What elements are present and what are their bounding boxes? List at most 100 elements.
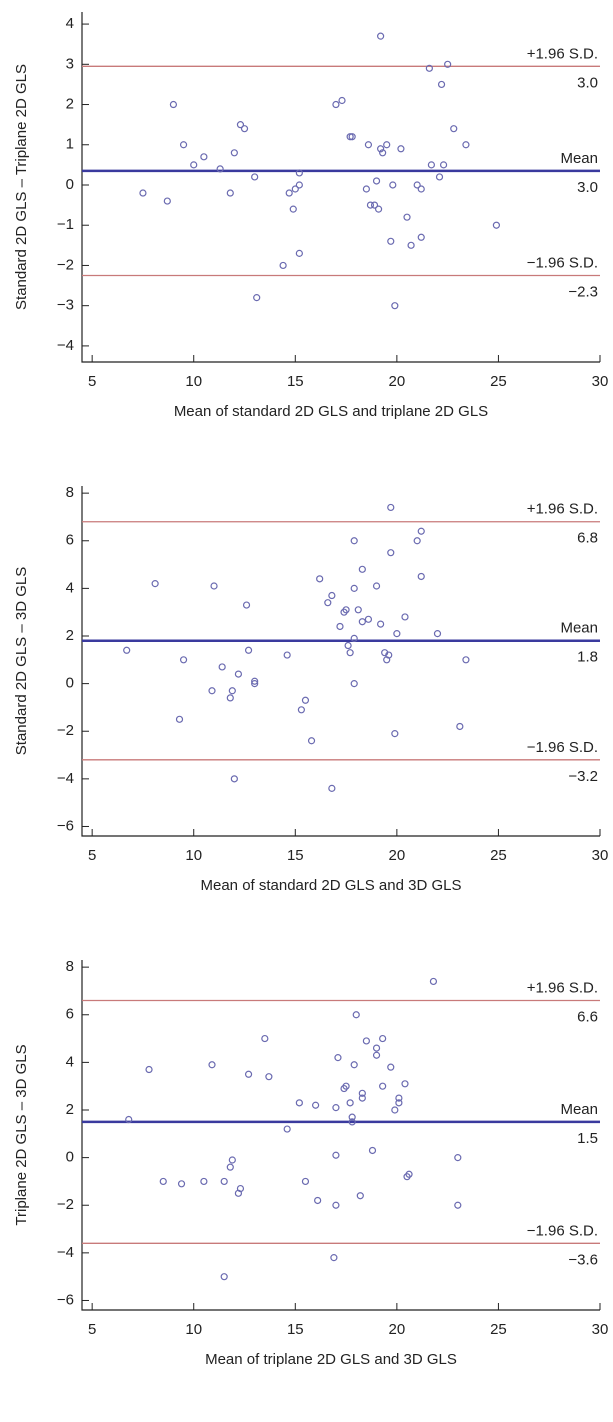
point: [385, 651, 393, 659]
x-tick-label: 20: [389, 847, 406, 864]
point: [379, 1082, 387, 1090]
y-tick-label: 0: [66, 176, 74, 193]
y-tick-label: 4: [66, 579, 74, 596]
point: [379, 149, 387, 157]
point: [283, 1125, 291, 1133]
y-tick-label: −2: [57, 256, 74, 273]
point: [377, 32, 385, 40]
point: [379, 1034, 387, 1043]
point: [163, 197, 171, 205]
point: [383, 141, 391, 149]
x-tick-label: 10: [185, 847, 202, 864]
point: [377, 145, 385, 153]
point: [230, 775, 238, 783]
point: [391, 1106, 399, 1114]
reference-line-value: −3.2: [568, 768, 598, 785]
point: [413, 537, 421, 545]
axis-frame: [81, 12, 600, 363]
point: [265, 1073, 273, 1081]
x-tick-label: 5: [88, 847, 96, 864]
y-tick-label: 4: [66, 15, 74, 32]
point: [427, 161, 435, 169]
x-tick-label: 15: [287, 373, 304, 390]
point: [289, 205, 297, 213]
point: [435, 173, 444, 181]
point: [417, 527, 425, 535]
point: [389, 181, 397, 189]
y-tick-label: 6: [66, 532, 74, 549]
point: [200, 153, 208, 161]
point: [374, 205, 383, 213]
point: [372, 1051, 381, 1059]
x-tick-label: 5: [88, 1321, 96, 1338]
reference-line-value: −3.6: [568, 1251, 598, 1268]
point: [312, 1101, 320, 1109]
point: [391, 302, 399, 310]
point: [175, 715, 184, 723]
point: [251, 680, 259, 688]
point: [437, 80, 446, 89]
point: [324, 599, 332, 607]
point: [220, 1177, 228, 1186]
point: [251, 677, 259, 685]
point: [368, 1146, 377, 1155]
y-tick-label: 8: [66, 484, 74, 501]
point: [332, 1201, 340, 1209]
point: [401, 1080, 409, 1088]
point: [413, 181, 421, 189]
point: [348, 133, 356, 141]
point: [387, 503, 395, 512]
point: [346, 1099, 354, 1107]
point: [450, 125, 458, 133]
point: [295, 169, 303, 177]
reference-line-value: 1.8: [577, 649, 598, 666]
point: [230, 149, 238, 157]
point: [429, 977, 438, 986]
point: [350, 537, 358, 545]
y-tick-label: −2: [57, 722, 74, 739]
point: [397, 145, 405, 153]
point: [358, 618, 366, 626]
point: [125, 1115, 133, 1124]
y-tick-label: −6: [57, 817, 74, 834]
point: [261, 1034, 269, 1043]
y-tick-label: 4: [66, 1053, 74, 1070]
point: [332, 1151, 340, 1159]
axis-frame: [81, 486, 600, 837]
point: [403, 213, 411, 221]
x-tick-label: 20: [389, 1321, 406, 1338]
point: [145, 1065, 153, 1074]
point: [307, 737, 316, 745]
x-tick-label: 15: [287, 1321, 304, 1338]
point: [240, 125, 249, 133]
point: [336, 622, 344, 631]
point: [358, 1089, 366, 1097]
point: [354, 606, 362, 614]
point: [285, 189, 293, 197]
point: [439, 161, 448, 169]
reference-line-name: Mean: [560, 1101, 598, 1118]
point: [454, 1154, 462, 1162]
point: [251, 173, 259, 181]
point: [387, 1063, 395, 1071]
point: [279, 261, 287, 270]
point: [295, 249, 303, 257]
point: [358, 1094, 366, 1102]
point: [177, 1180, 186, 1188]
y-axis-title: Standard 2D GLS – Triplane 2D GLS: [13, 64, 30, 310]
y-tick-label: −1: [57, 216, 74, 233]
point: [316, 575, 324, 583]
point: [456, 722, 464, 731]
x-tick-label: 25: [490, 373, 507, 390]
point: [328, 784, 336, 792]
point: [344, 641, 352, 650]
point: [372, 582, 381, 590]
point: [366, 201, 375, 209]
point: [236, 121, 245, 129]
point: [301, 1177, 310, 1186]
y-tick-label: −2: [57, 1196, 74, 1213]
point: [236, 1184, 245, 1193]
point: [208, 687, 216, 695]
point: [332, 100, 340, 109]
